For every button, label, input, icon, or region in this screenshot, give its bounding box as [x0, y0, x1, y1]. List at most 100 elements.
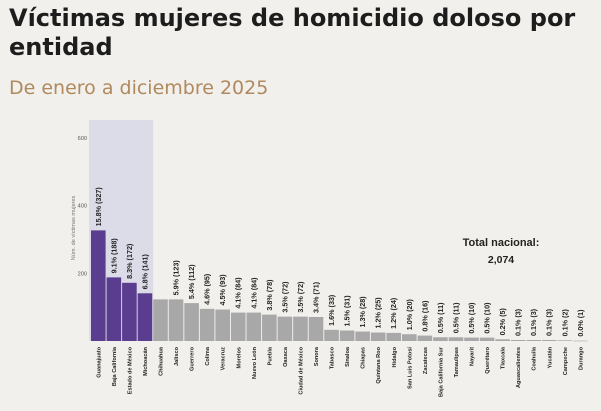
category-labels-group: Guanajuato Baja California Estado de Méxic… [96, 346, 584, 397]
category-label-puebla: Puebla [267, 346, 273, 365]
bar-label-chiapas: 1.3% (28) [358, 296, 367, 328]
category-label-tabasco: Tabasco [330, 346, 336, 369]
category-label-baja-california: Baja California [112, 346, 118, 386]
bar-label-morelos: 4.1% (84) [234, 277, 243, 309]
category-label-colima: Colima [205, 346, 211, 366]
bar-label-baja-california: 9.1% (188) [109, 238, 118, 274]
bar-zacatecas [417, 335, 433, 341]
category-label-tamaulipas: Tamaulipas [454, 347, 460, 377]
category-label-coahuila: Coahuila [532, 346, 538, 371]
y-axis-label: Núm. de víctimas mujeres [71, 195, 77, 260]
category-label-chiapas: Chiapas [361, 347, 367, 369]
category-label-san-luis-potosi: San Luis Potosí [407, 347, 413, 389]
bar-guanajuato [91, 230, 106, 341]
y-tick-200: 200 [78, 271, 87, 277]
bar-puebla [262, 314, 277, 341]
bar-label-sonora: 3.4% (71) [312, 281, 321, 313]
bar-campeche [557, 340, 573, 341]
bar-label-tamaulipas: 0.5% (11) [451, 302, 460, 333]
category-label-aguascalientes: Aguascalientes [516, 347, 522, 388]
bar-label-tlaxcala: 0.2% (5) [498, 308, 507, 336]
bar-label-nuevo-leon: 4.1% (84) [249, 277, 258, 309]
category-label-guerrero: Guerrero [190, 346, 196, 371]
category-label-zacatecas: Zacatecas [423, 347, 429, 374]
bar-label-estado-de-mexico: 8.3% (172) [125, 243, 134, 279]
bar-nuevo-leon [246, 312, 262, 341]
bar-label-ciudad-de-mexico: 3.5% (72) [296, 281, 305, 313]
bar-label-durango: 0.0% (1) [576, 309, 585, 337]
bar-label-tabasco: 1.6% (33) [327, 294, 336, 326]
bar-colima [199, 308, 215, 341]
category-label-jalisco: Jalisco [174, 346, 180, 366]
category-label-tlaxcala: Tlaxcala [501, 346, 507, 369]
bar-chiapas [355, 331, 370, 341]
bar-label-baja-california-sur: 0.5% (11) [436, 302, 445, 333]
bar-yucatan [541, 339, 557, 341]
bar-label-oaxaca: 3.5% (72) [280, 281, 289, 313]
total-annotation-value: 2,074 [488, 254, 514, 266]
bar-label-veracruz: 4.5% (93) [218, 274, 227, 306]
bar-label-jalisco: 5.9% (123) [172, 260, 181, 296]
bar-jalisco [168, 299, 184, 341]
bar-label-nayarit: 0.5% (10) [467, 302, 476, 334]
bar-hidalgo [386, 332, 402, 341]
category-label-nuevo-leon: Nuevo León [252, 346, 258, 379]
bar-nayarit [464, 337, 479, 341]
category-label-michoacan: Michoacán [143, 346, 149, 375]
category-label-sinaloa: Sinaloa [345, 346, 351, 367]
category-label-nayarit: Nayarit [470, 347, 476, 366]
bar-chihuahua [153, 299, 168, 341]
bar-oaxaca [277, 316, 293, 341]
bar-label-puebla: 3.8% (78) [265, 279, 274, 311]
y-tick-400: 400 [78, 204, 87, 210]
category-label-veracruz: Veracruz [221, 347, 227, 371]
category-label-estado-de-mexico: Estado de México [127, 346, 133, 394]
bar-san-luis-potosi [402, 334, 417, 341]
category-label-chihuahua: Chihuahua [159, 346, 165, 376]
bar-sinaloa [339, 330, 355, 341]
bar-labels-group: 15.8% (327) 9.1% (188) 8.3% (172) 6.8% (141… [94, 187, 585, 337]
bar-label-yucatan: 0.1% (3) [545, 308, 554, 336]
category-label-quintana-roo: Quintana Roo [376, 346, 382, 383]
category-label-baja-california-sur: Baja California Sur [438, 346, 444, 397]
bar-label-quintana-roo: 1.2% (25) [374, 297, 383, 329]
total-annotation-title: Total nacional: [463, 237, 540, 249]
bar-label-colima: 4.6% (95) [203, 273, 212, 305]
category-label-ciudad-de-mexico: Ciudad de México [298, 346, 304, 394]
page-subtitle: De enero a diciembre 2025 [9, 77, 269, 99]
bar-estado-de-mexico [122, 282, 137, 341]
bar-veracruz [215, 309, 230, 341]
bar-morelos [230, 312, 246, 341]
category-label-sonora: Sonora [314, 346, 320, 366]
y-tick-600: 600 [78, 136, 87, 142]
page-title: Víctimas mujeres de homicidio doloso por… [9, 4, 576, 61]
category-label-campeche: Campeche [563, 347, 569, 375]
category-label-queretaro: Querétaro [485, 346, 491, 373]
bar-aguascalientes [510, 339, 526, 341]
bar-label-guerrero: 5.4% (112) [187, 264, 196, 299]
bar-tabasco [324, 329, 339, 341]
category-label-yucatan: Yucatán [547, 346, 553, 368]
bar-durango [573, 340, 588, 342]
bar-label-campeche: 0.1% (2) [560, 309, 569, 337]
bar-label-hidalgo: 1.2% (24) [389, 297, 398, 329]
bar-label-guanajuato: 15.8% (327) [94, 187, 103, 227]
bar-guerrero [184, 303, 199, 341]
bar-sonora [308, 316, 324, 341]
bar-label-san-luis-potosi: 1.0% (20) [405, 298, 414, 330]
category-label-oaxaca: Oaxaca [283, 346, 289, 367]
bar-baja-california [106, 277, 122, 341]
bar-label-zacatecas: 0.8% (16) [420, 300, 429, 332]
bar-michoacan [137, 293, 153, 341]
bar-tlaxcala [495, 339, 510, 341]
category-label-guanajuato: Guanajuato [96, 346, 102, 377]
bar-label-queretaro: 0.5% (10) [483, 302, 492, 334]
bar-quintana-roo [370, 332, 386, 341]
y-ticks-group: 200 400 600 [78, 136, 87, 277]
bar-tamaulipas [448, 337, 464, 341]
bar-label-sinaloa: 1.5% (31) [343, 295, 352, 327]
bar-baja-california-sur [433, 337, 448, 341]
category-label-morelos: Morelos [236, 347, 242, 368]
